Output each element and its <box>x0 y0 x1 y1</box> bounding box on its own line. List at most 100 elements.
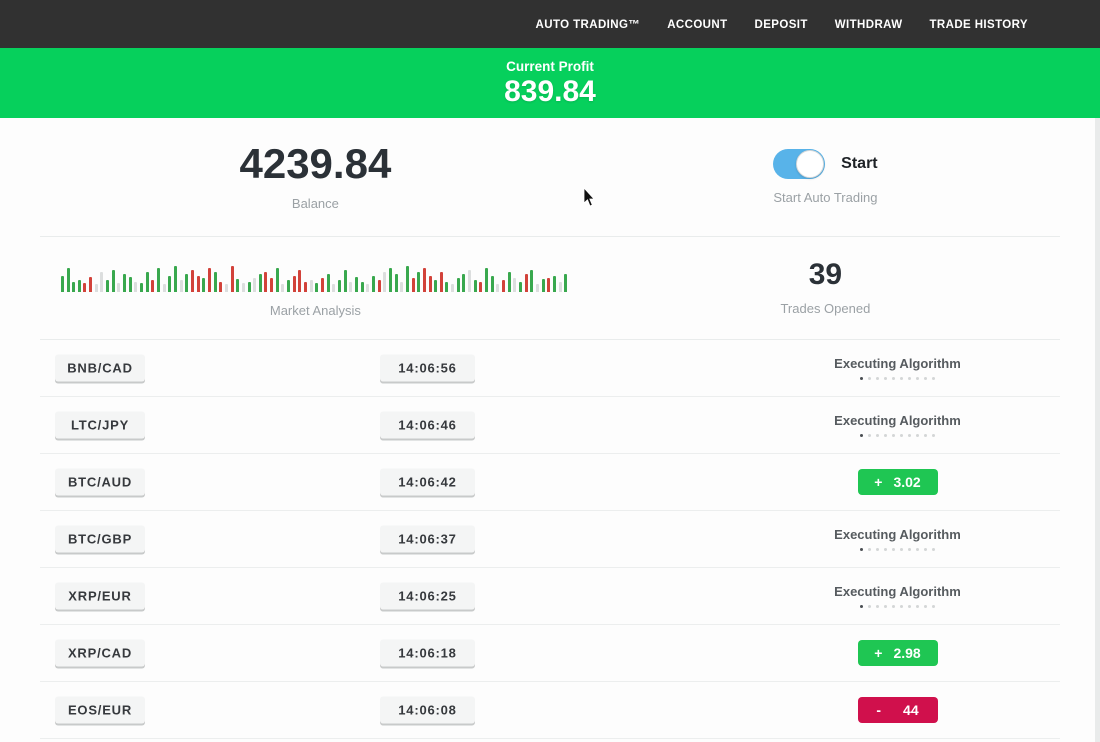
top-navigation: AUTO TRADING™ ACCOUNT DEPOSIT WITHDRAW TRADE… <box>0 0 1100 48</box>
market-bar <box>151 280 155 292</box>
progress-dot <box>908 377 911 380</box>
trades-list: BNB/CAD 14:06:56 Executing Algorithm LTC/JP… <box>40 340 1060 739</box>
trade-status: +2.98 <box>760 640 1035 666</box>
market-analysis-block: Market Analysis <box>40 237 591 339</box>
nav-item-account[interactable]: ACCOUNT <box>667 19 728 31</box>
auto-trading-caption: Start Auto Trading <box>773 190 878 205</box>
main-content: 4239.84 Balance Start Start Auto Trading… <box>0 118 1100 739</box>
market-bar <box>253 278 257 292</box>
badge-value: 3.02 <box>893 474 921 490</box>
market-bar <box>564 274 568 292</box>
market-bar <box>298 270 302 292</box>
market-bar <box>338 280 342 292</box>
market-analysis-label: Market Analysis <box>269 303 361 318</box>
pair-chip: BTC/AUD <box>55 468 145 496</box>
market-bar <box>111 270 115 292</box>
trade-row: XRP/CAD 14:06:18 +2.98 <box>40 625 1060 682</box>
progress-dot <box>932 377 935 380</box>
trade-row: BTC/GBP 14:06:37 Executing Algorithm <box>40 511 1060 568</box>
auto-trading-toggle[interactable] <box>773 149 826 179</box>
market-bar <box>479 282 483 292</box>
market-bar <box>270 278 274 292</box>
market-bar <box>264 272 268 292</box>
progress-dot <box>876 605 879 608</box>
market-bar <box>190 270 194 292</box>
market-bar <box>173 266 177 292</box>
market-bar <box>422 268 426 292</box>
market-bar <box>89 277 93 292</box>
market-bar <box>100 272 104 292</box>
nav-item-deposit[interactable]: DEPOSIT <box>754 19 808 31</box>
market-bar <box>106 280 110 292</box>
market-bar <box>224 284 228 292</box>
trade-row: LTC/JPY 14:06:46 Executing Algorithm <box>40 397 1060 454</box>
progress-dot <box>900 605 903 608</box>
pair-chip: EOS/EUR <box>55 696 145 724</box>
progress-dot <box>892 377 895 380</box>
progress-dot <box>908 548 911 551</box>
market-bar <box>383 272 387 292</box>
market-bar <box>434 280 438 292</box>
progress-dot <box>916 377 919 380</box>
progress-dot <box>892 605 895 608</box>
pair-chip: XRP/CAD <box>55 639 145 667</box>
badge-sign: + <box>874 645 883 661</box>
trades-opened-label: Trades Opened <box>780 301 871 316</box>
progress-dots-icon <box>760 377 1035 380</box>
trade-status: Executing Algorithm <box>760 356 1035 380</box>
market-bar <box>468 270 472 292</box>
progress-dots-icon <box>760 434 1035 437</box>
nav-item-trade-history[interactable]: TRADE HISTORY <box>929 19 1028 31</box>
market-bar <box>411 278 415 292</box>
balance-value: 4239.84 <box>239 140 392 187</box>
toggle-line: Start <box>773 149 878 179</box>
market-bar <box>366 284 370 292</box>
market-bar <box>558 282 562 292</box>
market-row: Market Analysis 39 Trades Opened <box>40 237 1060 340</box>
market-bar <box>315 283 319 292</box>
market-bar <box>343 270 347 292</box>
progress-dot <box>868 434 871 437</box>
progress-dot <box>916 434 919 437</box>
progress-dot <box>932 548 935 551</box>
progress-dot <box>868 605 871 608</box>
current-profit-label: Current Profit <box>506 59 594 74</box>
progress-dot <box>868 377 871 380</box>
market-bar <box>349 282 353 292</box>
market-bar <box>77 280 81 292</box>
market-bar <box>439 272 443 292</box>
trade-time: 14:06:42 <box>380 468 475 496</box>
badge-value: 2.98 <box>893 645 921 661</box>
market-bar <box>287 280 291 292</box>
market-bar <box>213 272 217 292</box>
badge-sign: + <box>874 474 883 490</box>
market-bar <box>157 268 161 292</box>
market-bar <box>502 280 506 292</box>
market-bar <box>117 283 121 292</box>
market-bar <box>207 268 211 292</box>
market-bar <box>530 270 534 292</box>
executing-label: Executing Algorithm <box>834 356 961 371</box>
market-bar <box>360 282 364 292</box>
nav-item-auto-trading[interactable]: AUTO TRADING™ <box>535 19 641 31</box>
progress-dot <box>860 605 863 608</box>
trade-time: 14:06:25 <box>380 582 475 610</box>
balance-row: 4239.84 Balance Start Start Auto Trading <box>40 118 1060 237</box>
market-bar <box>462 274 466 292</box>
trade-time: 14:06:18 <box>380 639 475 667</box>
market-bar <box>309 280 313 292</box>
nav-item-withdraw[interactable]: WITHDRAW <box>834 19 903 31</box>
market-bar <box>60 276 64 292</box>
market-bar <box>507 272 511 292</box>
progress-dot <box>900 377 903 380</box>
executing-label: Executing Algorithm <box>834 527 961 542</box>
trade-status: Executing Algorithm <box>760 584 1035 608</box>
market-bar <box>162 284 166 292</box>
market-bar <box>258 274 262 292</box>
trades-opened-value: 39 <box>808 258 843 291</box>
market-bar <box>332 284 336 292</box>
trade-time: 14:06:56 <box>380 354 475 382</box>
market-bar <box>128 277 132 292</box>
executing-label: Executing Algorithm <box>834 584 961 599</box>
